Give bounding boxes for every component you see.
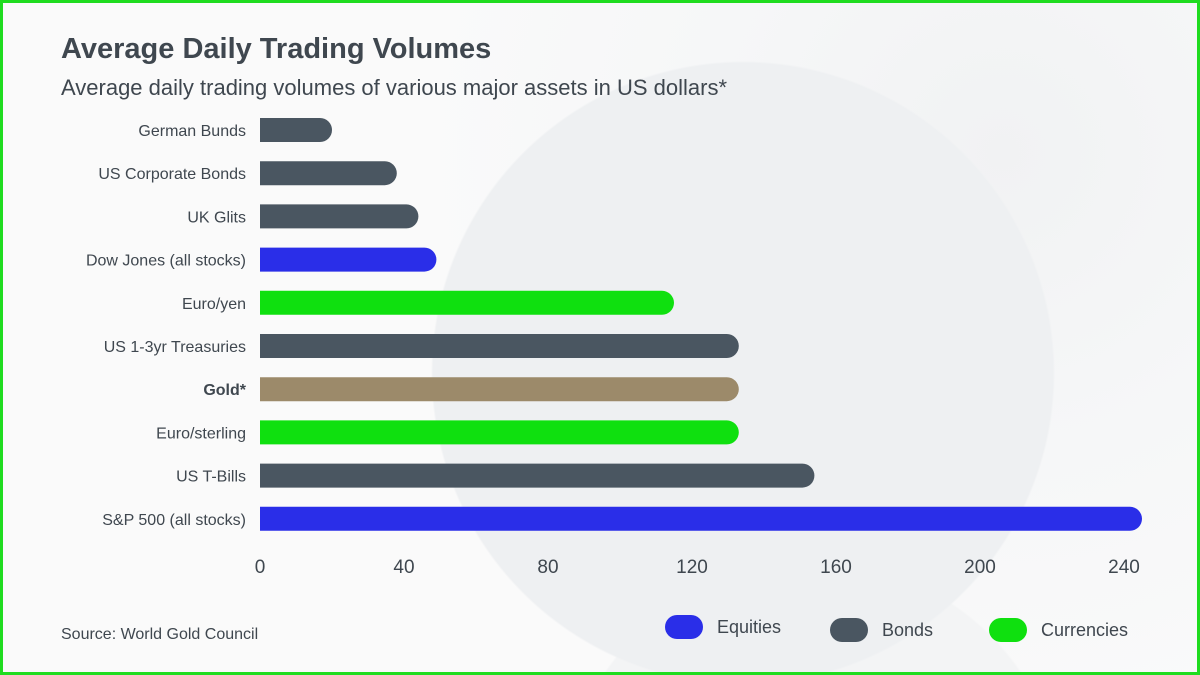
category-label: Gold* xyxy=(203,382,246,399)
category-label: German Bunds xyxy=(138,123,246,140)
category-label: US 1-3yr Treasuries xyxy=(104,339,246,356)
legend-bonds: Bonds xyxy=(830,618,933,642)
category-label: Dow Jones (all stocks) xyxy=(86,253,246,270)
x-tick-label: 80 xyxy=(537,557,558,578)
category-label: S&P 500 (all stocks) xyxy=(102,512,246,529)
bar xyxy=(260,506,1142,531)
legend-equities: Equities xyxy=(665,615,781,639)
chart-subtitle: Average daily trading volumes of various… xyxy=(61,75,728,100)
category-label: US T-Bills xyxy=(176,469,246,486)
source-note: Source: World Gold Council xyxy=(61,626,259,643)
bar xyxy=(260,204,419,229)
category-label: Euro/yen xyxy=(182,296,246,313)
x-tick-label: 120 xyxy=(676,557,708,578)
bar-chart: German Bunds US Corporate Bonds UK Glits Do… xyxy=(86,118,1142,578)
bar xyxy=(260,247,437,272)
x-tick-label: 40 xyxy=(393,557,414,578)
bar xyxy=(260,463,815,488)
bar xyxy=(260,420,739,445)
x-tick-label: 160 xyxy=(820,557,852,578)
x-tick-label: 200 xyxy=(964,557,996,578)
legend-currencies: Currencies xyxy=(989,618,1128,642)
legend-label: Bonds xyxy=(882,619,934,640)
legend-label: Equities xyxy=(717,616,782,637)
category-label: Euro/sterling xyxy=(156,425,246,442)
bar xyxy=(260,290,674,315)
x-tick-label: 240 xyxy=(1108,557,1140,578)
category-label: US Corporate Bonds xyxy=(98,166,246,183)
bar xyxy=(260,377,739,402)
legend-swatch xyxy=(830,618,868,642)
bar xyxy=(260,161,397,186)
legend-swatch xyxy=(989,618,1027,642)
chart-title: Average Daily Trading Volumes xyxy=(61,33,492,65)
legend-swatch xyxy=(665,615,703,639)
bar xyxy=(260,334,739,358)
x-tick-label: 0 xyxy=(255,557,266,578)
legend-label: Currencies xyxy=(1041,619,1129,640)
category-label: UK Glits xyxy=(187,209,246,226)
bar xyxy=(260,118,332,142)
